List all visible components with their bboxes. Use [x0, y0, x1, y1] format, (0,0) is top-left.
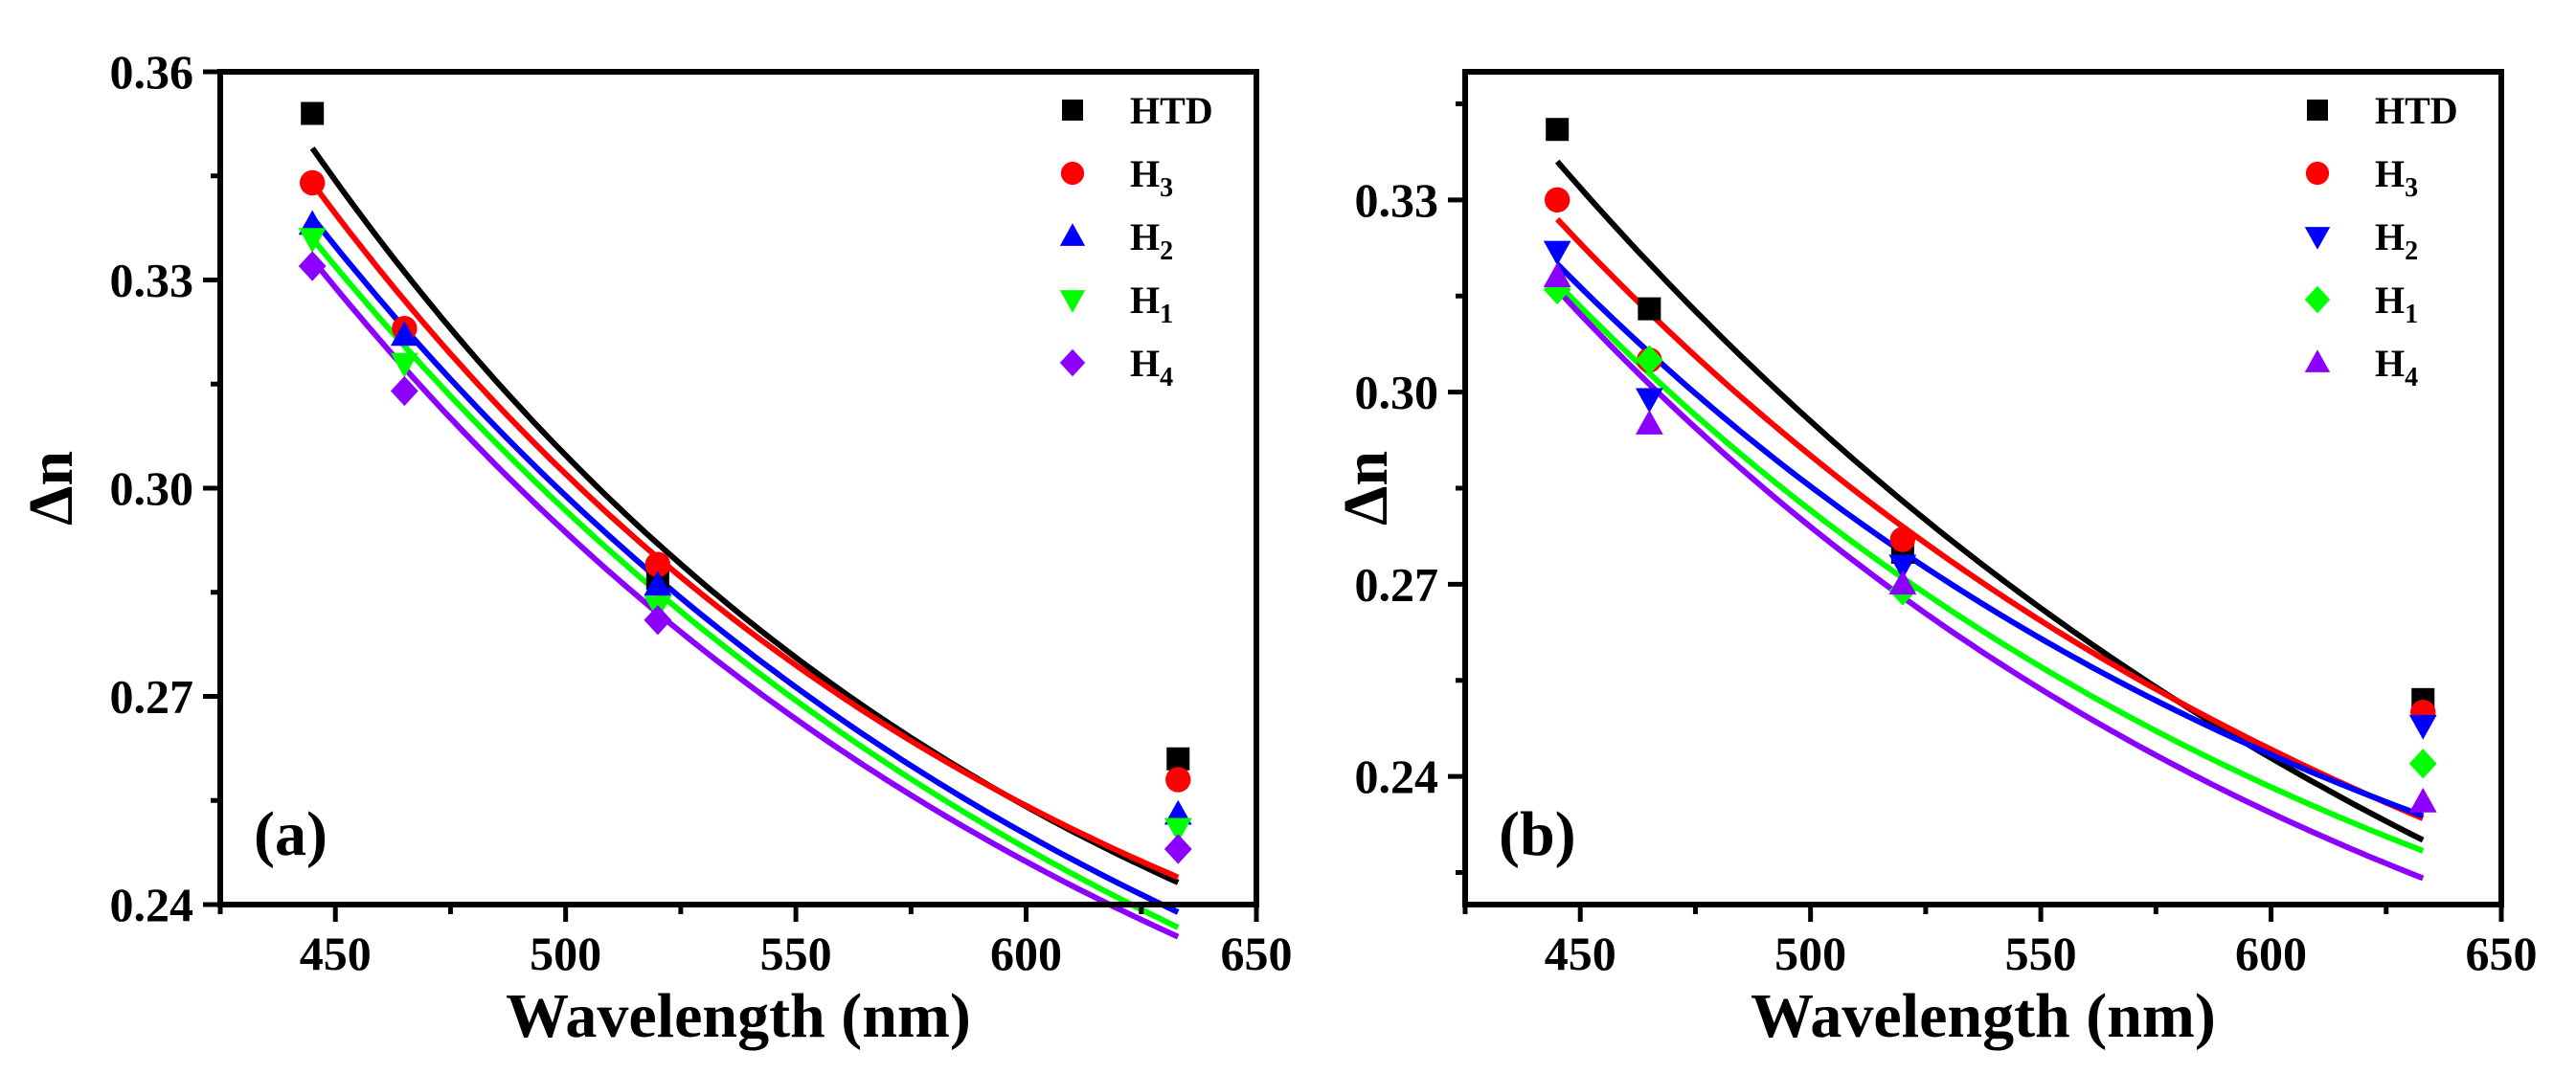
- x-tick-label: 600: [2235, 927, 2307, 980]
- data-point-HTD: [1638, 297, 1661, 321]
- x-tick-label: 550: [760, 927, 832, 980]
- fit-curve-H2: [1555, 261, 2425, 819]
- data-point-H3: [644, 551, 671, 577]
- y-tick-label: 0.30: [110, 461, 194, 515]
- fit-curve-H1: [309, 236, 1180, 930]
- legend-label-H3: H3: [1130, 152, 1173, 203]
- fit-curve-H2: [309, 215, 1180, 915]
- panel-label: (a): [254, 799, 328, 869]
- legend-marker-H4: [2304, 349, 2331, 372]
- panel-label: (b): [1499, 799, 1576, 869]
- y-tick-label: 0.33: [110, 254, 194, 307]
- legend-marker-H2: [2304, 227, 2331, 250]
- x-tick-label: 450: [300, 927, 372, 980]
- x-tick-label: 550: [2005, 927, 2077, 980]
- y-axis-label: Δn: [16, 451, 86, 526]
- data-point-H2: [2408, 714, 2437, 740]
- data-point-H4: [2408, 787, 2437, 813]
- data-point-H2: [390, 321, 418, 347]
- fit-curve-HTD: [1554, 159, 2425, 843]
- fit-curve-H1: [1555, 280, 2425, 854]
- fit-curve-H4: [309, 257, 1180, 940]
- legend-marker-H4: [1059, 348, 1086, 377]
- data-point-HTD: [301, 101, 325, 125]
- data-point-HTD: [1166, 747, 1190, 771]
- data-point-H4: [1888, 570, 1917, 595]
- legend-label-HTD: HTD: [1130, 89, 1213, 132]
- chart-panel-b: 450 500 550 600 650 0.24 0.27 0.30 0.33 (b) Wave…: [1331, 69, 2538, 1051]
- legend-marker-H2: [1059, 223, 1086, 246]
- data-point-H4: [298, 251, 327, 281]
- data-point-HTD: [1546, 118, 1570, 142]
- data-point-H2: [1635, 388, 1663, 414]
- x-tick-label: 500: [1774, 927, 1846, 980]
- fit-curve-H3: [309, 181, 1180, 881]
- data-point-H2: [1888, 554, 1917, 580]
- x-tick-label: 500: [530, 927, 601, 980]
- y-tick-label: 0.33: [1355, 173, 1439, 227]
- data-point-H4: [1164, 834, 1192, 864]
- y-tick-label: 0.36: [110, 45, 194, 99]
- legend-marker-H3: [2305, 161, 2330, 186]
- x-axis-label: Wavelength (nm): [506, 981, 971, 1051]
- data-point-H3: [299, 169, 326, 196]
- legend-marker-H1: [1059, 290, 1086, 313]
- x-tick-label: 650: [1221, 927, 1293, 980]
- fit-curve-H3: [1555, 216, 2425, 821]
- legend-marker-H1: [2304, 285, 2331, 314]
- data-point-H4: [1543, 262, 1571, 287]
- data-point-H3: [1889, 526, 1916, 552]
- data-point-H1: [1164, 817, 1192, 843]
- x-axis-label: Wavelength (nm): [1751, 981, 2216, 1051]
- legend-label-HTD: HTD: [2375, 89, 2458, 132]
- data-point-H1: [298, 228, 327, 253]
- data-point-H3: [1165, 767, 1191, 793]
- data-point-H1: [2408, 749, 2437, 779]
- legend-marker-HTD: [1062, 100, 1083, 121]
- fit-curve-H4: [1554, 287, 2425, 882]
- y-tick-label: 0.27: [1355, 557, 1439, 611]
- legend-label-H2: H2: [2375, 215, 2418, 266]
- x-tick-label: 650: [2466, 927, 2538, 980]
- y-tick-label: 0.24: [1355, 750, 1439, 803]
- data-point-H2: [644, 571, 672, 596]
- x-tick-label: 450: [1545, 927, 1616, 980]
- legend-marker-H3: [1060, 161, 1085, 186]
- data-point-H1: [1635, 345, 1663, 375]
- data-point-H2: [1543, 240, 1571, 266]
- data-point-H3: [1544, 187, 1570, 213]
- legend-marker-HTD: [2307, 100, 2328, 121]
- legend-label-H3: H3: [2375, 152, 2418, 203]
- data-point-H4: [644, 605, 672, 636]
- data-point-H4: [1635, 410, 1663, 435]
- y-tick-label: 0.24: [110, 878, 194, 931]
- data-point-H1: [390, 352, 418, 378]
- y-tick-label: 0.30: [1355, 366, 1439, 419]
- x-tick-label: 600: [990, 927, 1062, 980]
- data-point-H4: [390, 375, 418, 407]
- y-tick-label: 0.27: [110, 670, 194, 724]
- y-axis-label: Δn: [1331, 451, 1401, 526]
